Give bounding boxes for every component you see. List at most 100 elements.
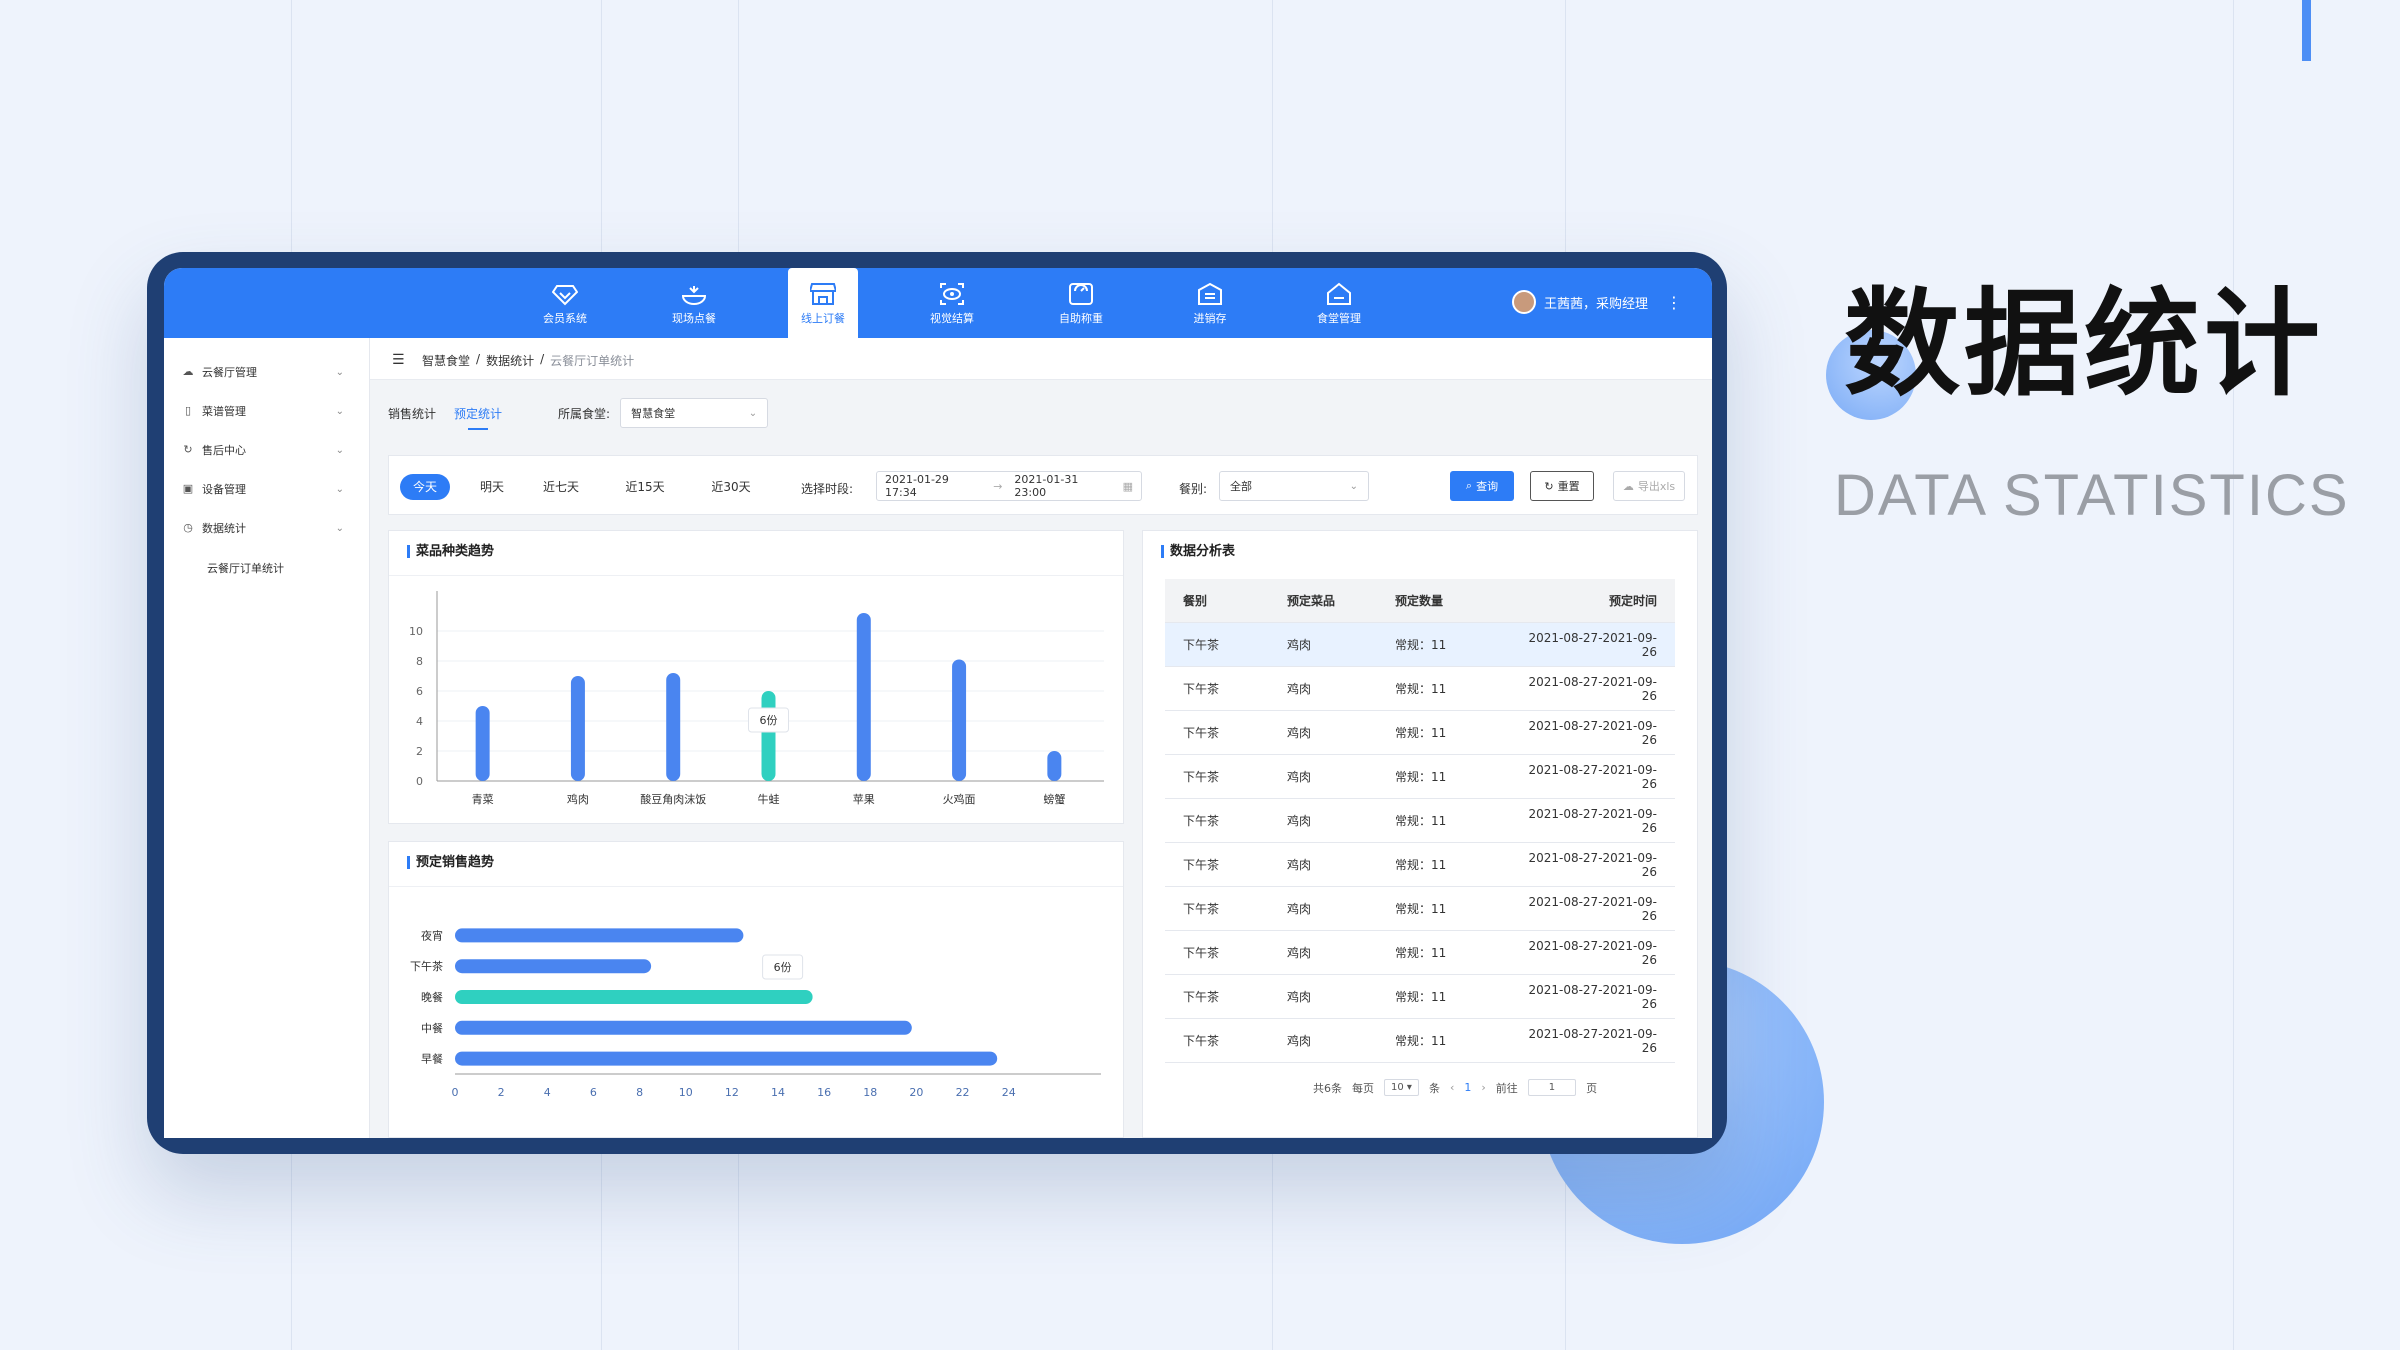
export-button-label: 导出xls (1637, 480, 1676, 493)
range-start: 2021-01-29 17:34 (885, 473, 949, 499)
table-row[interactable]: 下午茶 鸡肉 常规：11 2021-08-27-2021-09-26 (1165, 667, 1675, 711)
x-tick-label: 青菜 (472, 793, 494, 806)
date-range-picker[interactable]: 2021-01-29 17:34 → 2021-01-31 23:00 ▦ (876, 471, 1142, 501)
export-button[interactable]: ☁ 导出xls (1613, 471, 1685, 501)
canteen-select[interactable]: 智慧食堂 ⌄ (620, 398, 769, 428)
breadcrumb-item[interactable]: 智慧食堂 (422, 354, 471, 368)
nav-item-onsite-order[interactable]: 现场点餐 (659, 268, 729, 338)
sidebar-item-after-sales[interactable]: ↻ 售后中心 ⌄ (182, 440, 354, 460)
quick-7days-button[interactable]: 近七天 (542, 480, 579, 494)
bar-苹果 (856, 613, 871, 781)
nav-item-member[interactable]: 会员系统 (530, 268, 600, 338)
table-row[interactable]: 下午茶 鸡肉 常规：11 2021-08-27-2021-09-26 (1165, 1019, 1675, 1063)
table-cell: 常规：11 (1395, 814, 1447, 828)
goto-page-input[interactable]: 1 (1527, 1079, 1577, 1096)
search-icon: ⌕ (1465, 479, 1473, 492)
menu-fold-icon[interactable]: ☰ (392, 352, 405, 368)
table-row[interactable]: 下午茶 鸡肉 常规：11 2021-08-27-2021-09-26 (1165, 975, 1675, 1019)
nav-label: 会员系统 (543, 312, 587, 325)
table-cell: 鸡肉 (1287, 638, 1312, 652)
refresh-icon: ↻ (1544, 479, 1554, 493)
table-cell: 下午茶 (1183, 990, 1220, 1004)
quick-30days-button[interactable]: 近30天 (711, 480, 751, 494)
table-row[interactable]: 下午茶 鸡肉 常规：11 2021-08-27-2021-09-26 (1165, 887, 1675, 931)
sidebar-item-label: 数据统计 (202, 522, 246, 535)
breadcrumb-bar: ☰ 智慧食堂 / 数据统计 / 云餐厅订单统计 (370, 338, 1712, 380)
clock-icon: ◷ (183, 521, 193, 534)
table-cell: 下午茶 (1183, 638, 1220, 652)
table-cell: 2021-08-27-2021-09-26 (1528, 674, 1657, 703)
y-tick-label: 0 (416, 775, 423, 788)
user-menu[interactable]: 王茜茜，采购经理 ⋮ (1511, 290, 1682, 314)
table-cell: 下午茶 (1183, 902, 1220, 916)
meal-select-value: 全部 (1230, 480, 1252, 493)
tab-sales-stats[interactable]: 销售统计 (388, 406, 437, 421)
sidebar-item-menu[interactable]: ▯ 菜谱管理 ⌄ (182, 401, 354, 421)
tooltip-text: 6份 (760, 714, 778, 727)
x-tick-label: 4 (544, 1086, 551, 1099)
table-cell: 下午茶 (1183, 770, 1220, 784)
x-tick-label: 螃蟹 (1043, 792, 1065, 806)
range-end: 2021-01-31 23:00 (1014, 473, 1079, 499)
more-vertical-icon[interactable]: ⋮ (1666, 292, 1682, 312)
nav-item-self-weigh[interactable]: 自助称重 (1046, 268, 1116, 338)
nav-item-visual-checkout[interactable]: 视觉结算 (917, 268, 987, 338)
meal-select[interactable]: 全部 ⌄ (1219, 471, 1369, 501)
pager-per-page-label: 每页 (1352, 1081, 1374, 1095)
x-tick-label: 10 (679, 1086, 693, 1099)
table-row[interactable]: 下午茶 鸡肉 常规：11 2021-08-27-2021-09-26 (1165, 711, 1675, 755)
bar-牛蛙 (761, 691, 776, 781)
chevron-down-icon: ⌄ (748, 407, 758, 419)
nav-label: 自助称重 (1059, 312, 1103, 325)
chevron-down-icon: ⌄ (1349, 480, 1358, 492)
sidebar: ☁ 云餐厅管理 ⌄ ▯ 菜谱管理 ⌄ ↻ 售后中心 ⌄ ▣ 设备管理 ⌄ ◷ 数… (164, 338, 370, 1138)
breadcrumb-item[interactable]: 数据统计 (486, 354, 535, 368)
table-row[interactable]: 下午茶 鸡肉 常规：11 2021-08-27-2021-09-26 (1165, 931, 1675, 975)
page-size-select[interactable]: 10 ▾ (1384, 1079, 1419, 1096)
booking-sales-card: 预定销售趋势 0 2 4 6 8 10 12 14 16 18 20 22 24 夜宵 下午茶 晚餐 6份 中餐早… (388, 841, 1124, 1138)
bar-鸡肉 (570, 676, 585, 781)
nav-item-inventory[interactable]: 进销存 (1175, 268, 1245, 338)
table-cell: 鸡肉 (1287, 682, 1312, 696)
reset-button[interactable]: ↻ 重置 (1530, 471, 1594, 501)
nav-label: 视觉结算 (930, 312, 974, 325)
sidebar-item-devices[interactable]: ▣ 设备管理 ⌄ (182, 479, 354, 499)
eye-scan-icon (940, 283, 964, 305)
y-tick-label: 2 (416, 745, 423, 758)
sidebar-item-cloud-restaurant[interactable]: ☁ 云餐厅管理 ⌄ (182, 362, 354, 382)
search-button[interactable]: ⌕ 查询 (1450, 471, 1514, 501)
table-row[interactable]: 下午茶 鸡肉 常规：11 2021-08-27-2021-09-26 (1165, 799, 1675, 843)
chevron-right-icon[interactable]: › (1481, 1081, 1486, 1094)
table-row[interactable]: 下午茶 鸡肉 常规：11 2021-08-27-2021-09-26 (1165, 755, 1675, 799)
y-tick-label: 10 (409, 625, 423, 638)
table-cell: 2021-08-27-2021-09-26 (1528, 630, 1657, 659)
table-cell: 下午茶 (1183, 946, 1220, 960)
table-row[interactable]: 下午茶 鸡肉 常规：11 2021-08-27-2021-09-26 (1165, 623, 1675, 667)
chevron-left-icon[interactable]: ‹ (1449, 1081, 1455, 1094)
nav-item-online-order[interactable]: 线上订餐 (788, 268, 858, 338)
quick-15days-button[interactable]: 近15天 (625, 480, 665, 494)
chevron-down-icon: ⌄ (335, 405, 344, 417)
bar-夜宵 (455, 928, 744, 943)
bar-下午茶 (455, 959, 652, 974)
table-row[interactable]: 下午茶 鸡肉 常规：11 2021-08-27-2021-09-26 (1165, 843, 1675, 887)
table-cell: 鸡肉 (1287, 946, 1312, 960)
table-cell: 常规：11 (1395, 858, 1447, 872)
tab-booking-stats[interactable]: 预定统计 (454, 406, 503, 430)
x-tick-label: 鸡肉 (567, 792, 589, 806)
table-cell: 下午茶 (1183, 726, 1220, 740)
y-tick-label: 8 (416, 655, 423, 668)
quick-today-button[interactable]: 今天 (400, 474, 450, 500)
table-header-row: 餐别 预定菜品 预定数量 预定时间 (1165, 579, 1675, 623)
sidebar-item-label: 设备管理 (202, 483, 246, 496)
nav-item-canteen-manage[interactable]: 食堂管理 (1304, 268, 1374, 338)
hero-subtitle: DATA STATISTICS (1834, 463, 2350, 528)
quick-tomorrow-button[interactable]: 明天 (479, 480, 504, 494)
sidebar-subitem-order-stats[interactable]: 云餐厅订单统计 (207, 562, 284, 575)
page-number[interactable]: 1 (1464, 1081, 1472, 1094)
sidebar-item-statistics[interactable]: ◷ 数据统计 ⌄ (182, 518, 354, 538)
table-cell: 鸡肉 (1287, 858, 1312, 872)
table-header-cell: 预定菜品 (1287, 594, 1336, 608)
table-cell: 常规：11 (1395, 726, 1447, 740)
table-cell: 2021-08-27-2021-09-26 (1528, 806, 1657, 835)
